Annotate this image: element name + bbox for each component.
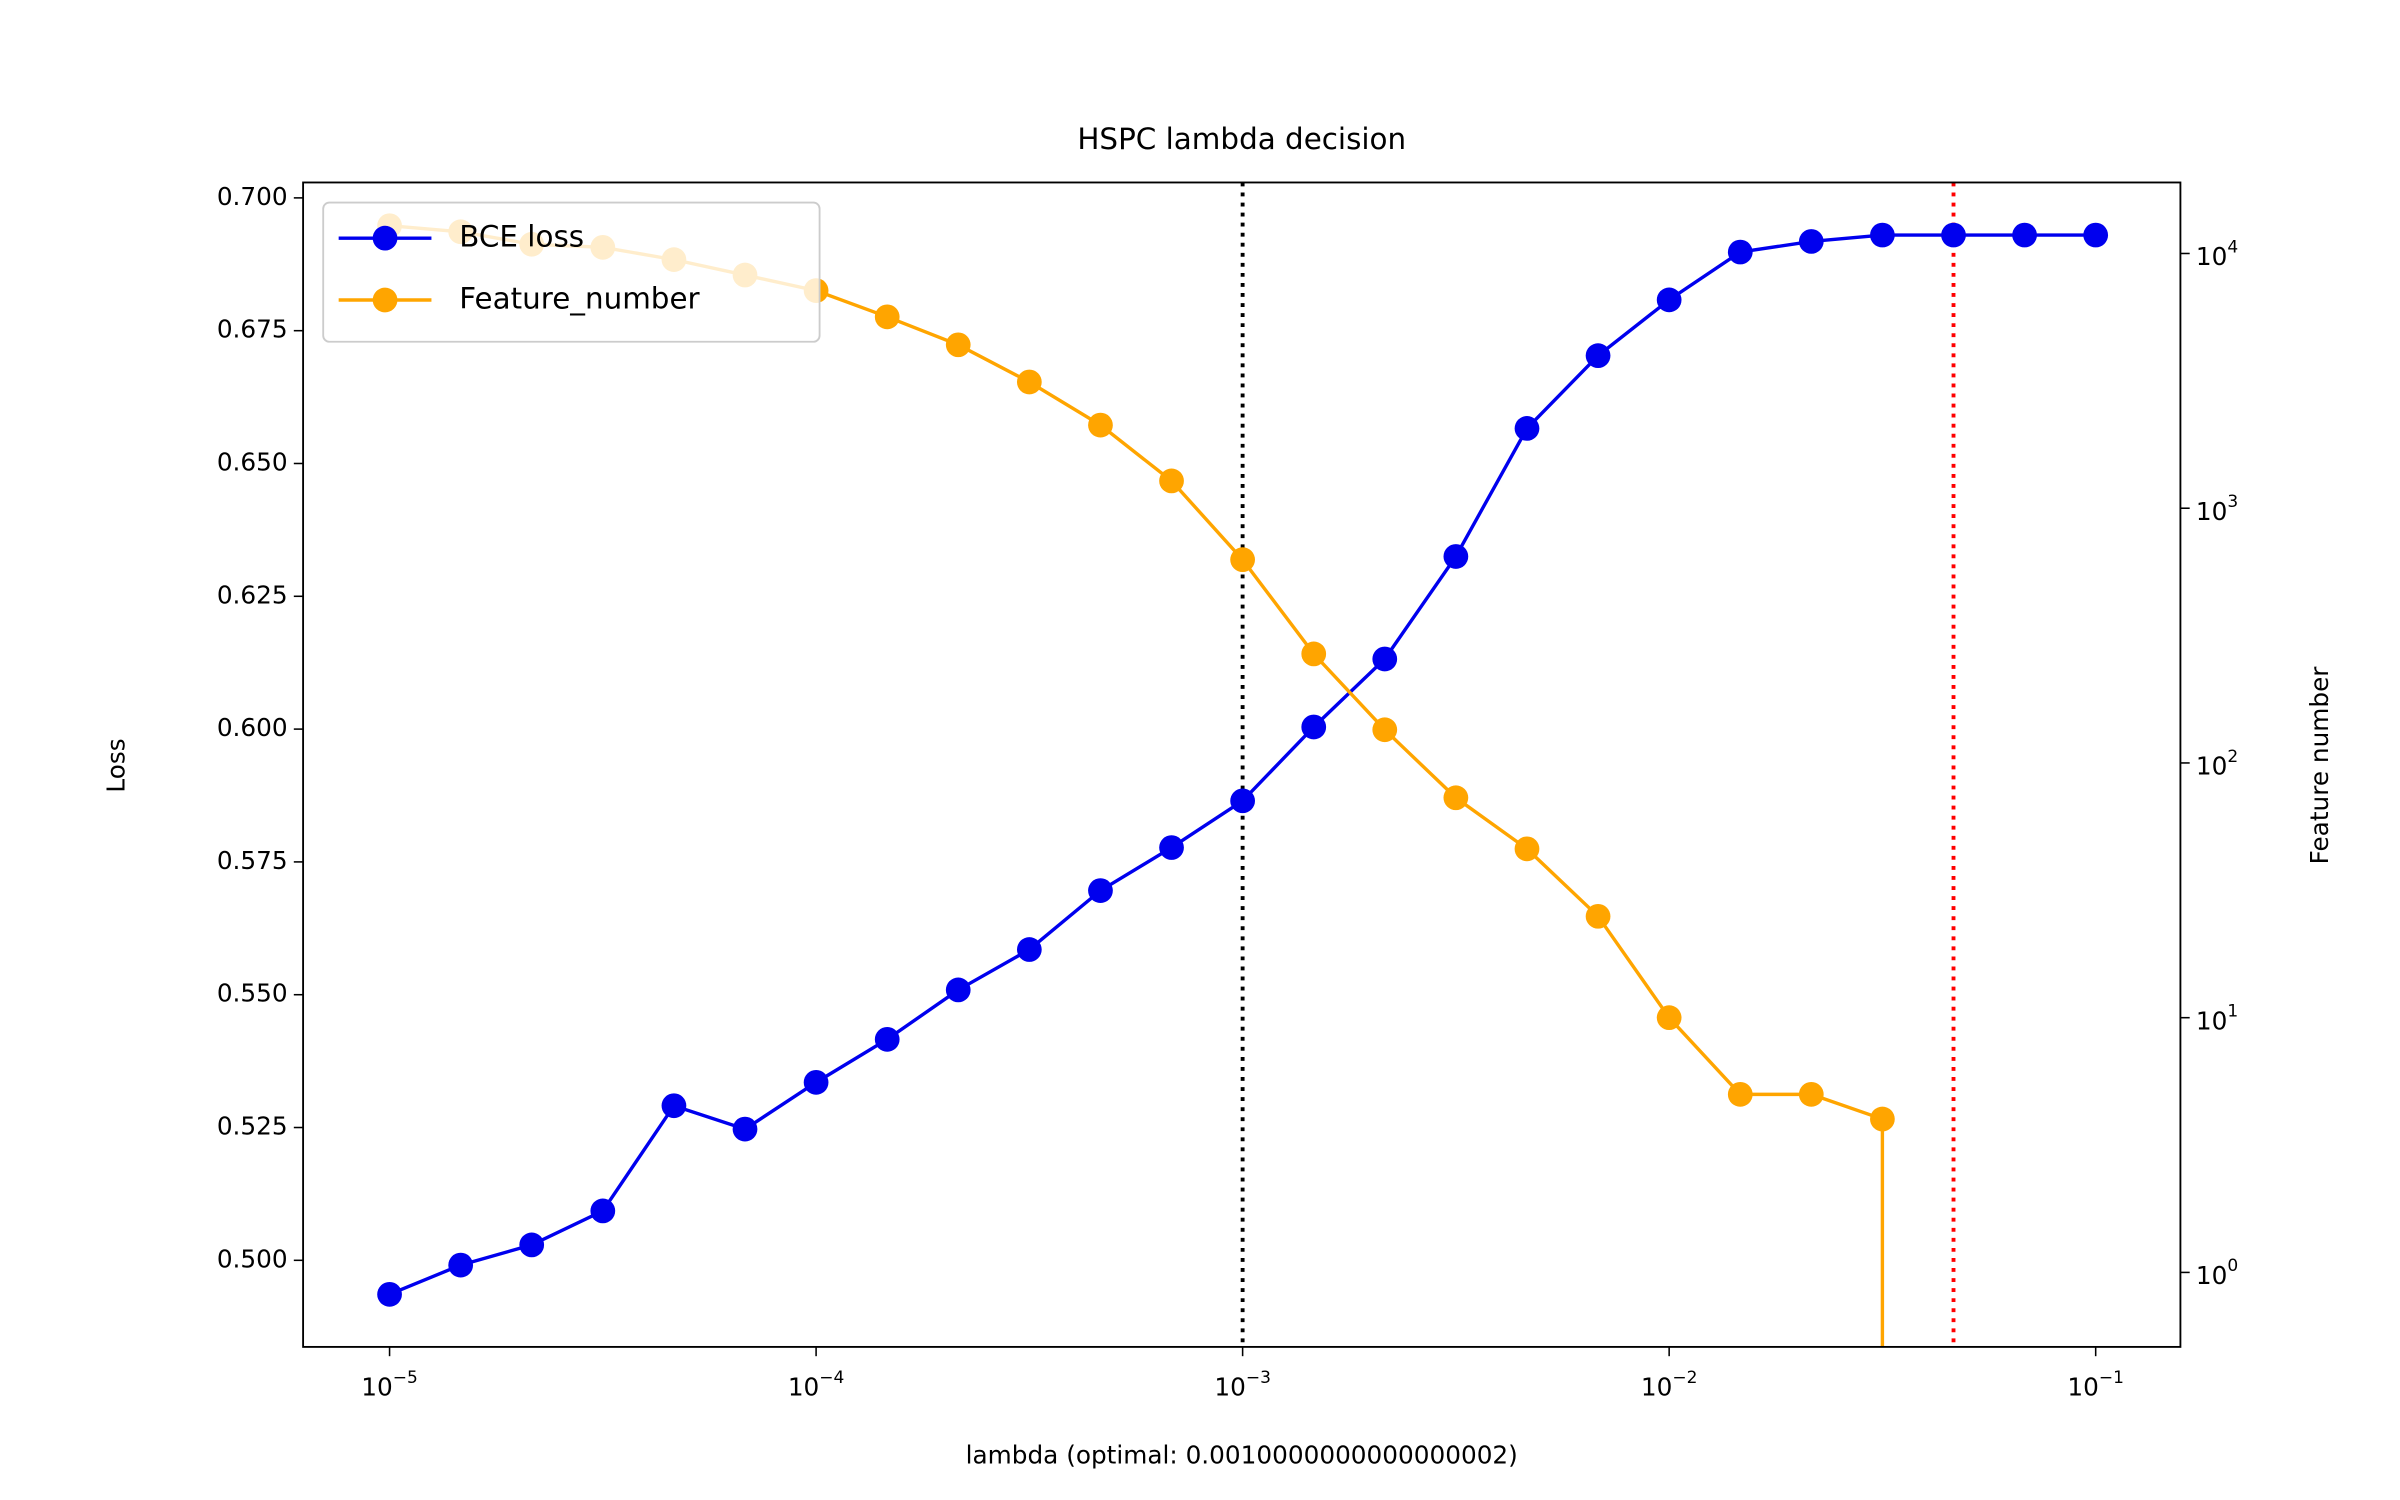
- x-tick-label-base: 10: [361, 1373, 392, 1402]
- marker: [1230, 788, 1255, 814]
- x-tick-label: 10−5: [361, 1368, 418, 1402]
- marker: [1016, 937, 1042, 962]
- marker: [1798, 229, 1824, 254]
- marker: [1941, 222, 1966, 248]
- marker: [1870, 222, 1895, 248]
- marker: [1443, 544, 1469, 569]
- marker: [945, 332, 971, 358]
- x-tick-label: 10−3: [1214, 1368, 1271, 1402]
- marker: [803, 1069, 829, 1095]
- marker: [1088, 878, 1113, 903]
- marker: [1727, 1081, 1753, 1107]
- y2-tick-label-base: 10: [2196, 1261, 2227, 1290]
- y2-tick-label-base: 10: [2196, 497, 2227, 526]
- plot-area: [377, 182, 2109, 1347]
- y-tick-label: 0.675: [217, 315, 288, 344]
- y-tick-label: 0.650: [217, 447, 288, 476]
- marker: [1230, 547, 1255, 573]
- marker: [1656, 287, 1682, 313]
- marker: [732, 1116, 758, 1142]
- marker: [1727, 239, 1753, 265]
- legend-label: Feature_number: [459, 282, 700, 316]
- marker: [1301, 714, 1327, 740]
- plot-frame: [302, 181, 2182, 1348]
- marker: [1585, 903, 1611, 929]
- marker: [1372, 646, 1398, 672]
- marker: [1443, 785, 1469, 811]
- x-tick-label: 10−4: [788, 1368, 845, 1402]
- marker: [874, 304, 900, 330]
- y2-tick-label-exponent: 0: [2227, 1256, 2238, 1276]
- y-axis-label: Loss: [102, 738, 131, 792]
- marker: [1159, 835, 1184, 860]
- legend-marker: [372, 225, 398, 251]
- marker: [1798, 1081, 1824, 1107]
- x-tick-label-exponent: −3: [1246, 1368, 1271, 1388]
- x-tick-label-base: 10: [788, 1373, 819, 1402]
- marker: [661, 1093, 687, 1119]
- marker: [1514, 416, 1540, 441]
- y2-tick-label: 103: [2196, 492, 2238, 526]
- y2-tick-label-exponent: 3: [2227, 492, 2238, 512]
- marker: [1016, 369, 1042, 395]
- legend-box: [322, 201, 821, 343]
- y-tick-label: 0.700: [217, 182, 288, 211]
- marker: [2012, 222, 2037, 248]
- y2-tick-label-exponent: 4: [2227, 237, 2238, 257]
- y2-tick-label-base: 10: [2196, 752, 2227, 781]
- marker: [1372, 717, 1398, 743]
- y2-axis-label: Feature number: [2305, 666, 2334, 865]
- y-tick-label: 0.525: [217, 1112, 288, 1141]
- marker: [1159, 468, 1184, 494]
- x-tick-label-exponent: −5: [393, 1368, 418, 1388]
- y2-tick-label-base: 10: [2196, 242, 2227, 271]
- marker: [519, 1232, 545, 1258]
- legend-marker: [372, 287, 398, 313]
- marker: [874, 1026, 900, 1052]
- marker: [1870, 1106, 1895, 1132]
- y2-tick-label-exponent: 1: [2227, 1001, 2238, 1021]
- marker: [448, 1252, 474, 1278]
- x-tick-label: 10−1: [2067, 1368, 2124, 1402]
- x-tick-label-base: 10: [1214, 1373, 1245, 1402]
- marker: [377, 1281, 402, 1307]
- y-tick-label: 0.500: [217, 1244, 288, 1273]
- y-tick-label: 0.575: [217, 846, 288, 875]
- y2-tick-label: 104: [2196, 237, 2238, 271]
- marker: [1656, 1005, 1682, 1031]
- marker: [945, 977, 971, 1003]
- x-tick-label-base: 10: [2067, 1373, 2098, 1402]
- legend-label: BCE loss: [459, 220, 584, 254]
- x-tick-label-base: 10: [1641, 1373, 1672, 1402]
- x-tick-label: 10−2: [1641, 1368, 1698, 1402]
- marker: [1088, 412, 1113, 438]
- y2-tick-label-base: 10: [2196, 1006, 2227, 1035]
- marker: [2083, 222, 2109, 248]
- y-tick-label: 0.550: [217, 979, 288, 1008]
- y2-tick-label: 100: [2196, 1256, 2238, 1290]
- y2-tick-label: 102: [2196, 747, 2238, 781]
- x-tick-label-exponent: −1: [2099, 1368, 2124, 1388]
- marker: [1301, 641, 1327, 667]
- y2-tick-label: 101: [2196, 1001, 2238, 1035]
- legend: BCE loss Feature_number: [322, 201, 821, 343]
- y2-tick-label-exponent: 2: [2227, 747, 2238, 767]
- y-tick-label: 0.625: [217, 580, 288, 609]
- x-tick-label-exponent: −4: [819, 1368, 844, 1388]
- x-tick-label-exponent: −2: [1672, 1368, 1697, 1388]
- y-tick-label: 0.600: [217, 713, 288, 742]
- marker: [590, 1198, 616, 1224]
- marker: [1585, 343, 1611, 369]
- x-axis-label: lambda (optimal: 0.0010000000000000002): [966, 1441, 1518, 1470]
- marker: [1514, 836, 1540, 862]
- chart-title: HSPC lambda decision: [1077, 122, 1406, 156]
